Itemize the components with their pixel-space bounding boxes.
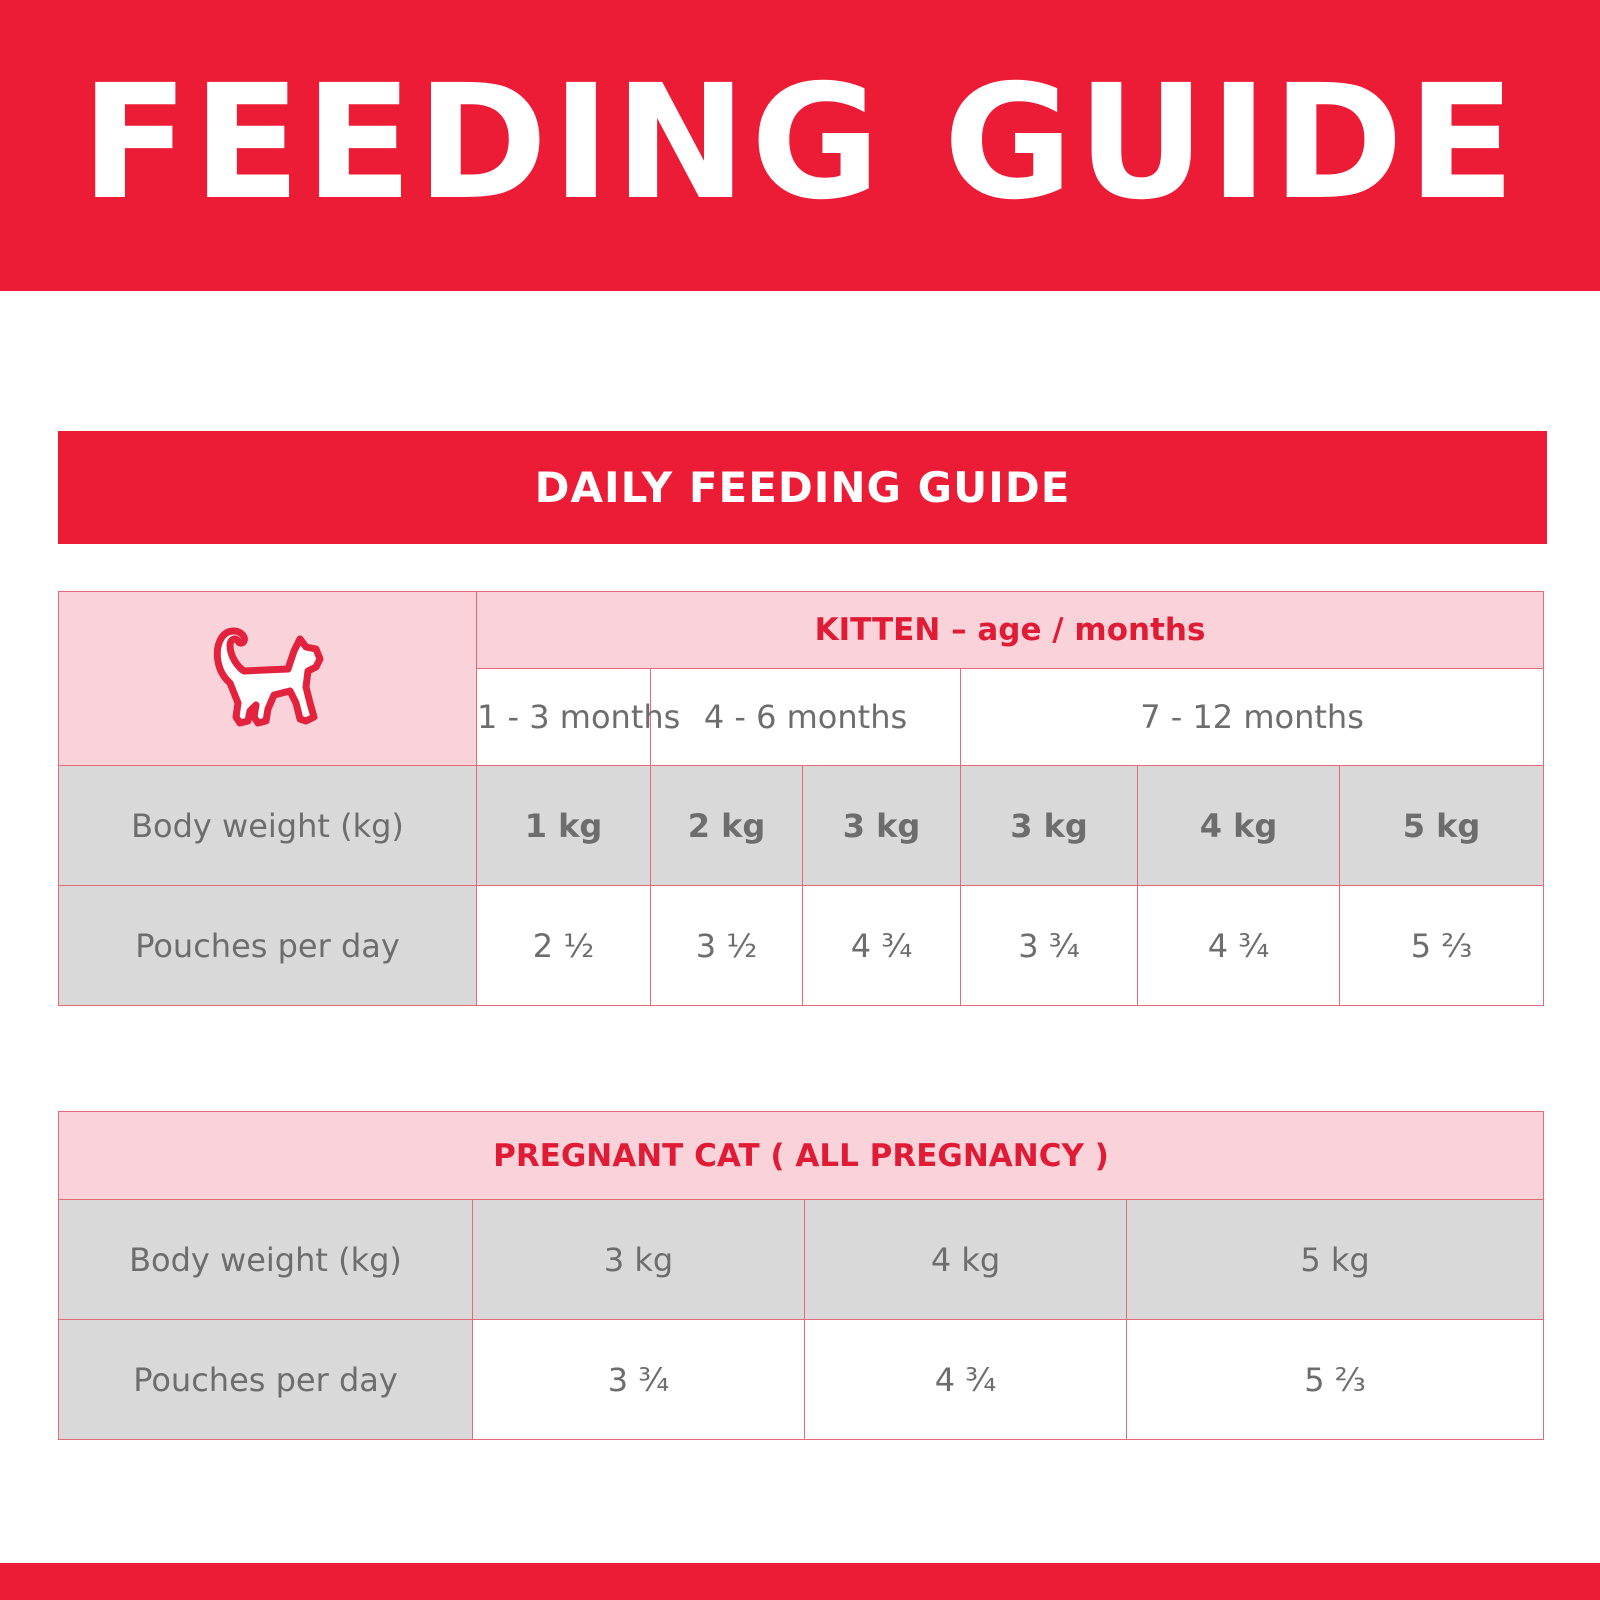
weight-cell: 2 kg [650, 765, 803, 886]
weight-cell: 5 kg [1338, 765, 1545, 886]
weight-cell: 4 kg [804, 1199, 1127, 1320]
pouches-cell: 2 ½ [476, 885, 651, 1006]
body-weight-label: Body weight (kg) [58, 765, 477, 886]
top-banner: FEEDING GUIDE [0, 0, 1600, 291]
age-group-1-3: 1 - 3 months [476, 668, 680, 766]
section-header: DAILY FEEDING GUIDE [58, 431, 1547, 544]
weight-cell: 3 kg [960, 765, 1138, 886]
weight-cell: 4 kg [1137, 765, 1340, 886]
pouches-label: Pouches per day [58, 885, 477, 1006]
age-group-7-12: 7 - 12 months [959, 668, 1545, 766]
pouches-cell: 3 ½ [650, 885, 803, 1006]
page-title: FEEDING GUIDE [80, 50, 1520, 235]
weight-cell: 1 kg [476, 765, 651, 886]
age-group-4-6: 4 - 6 months [650, 668, 961, 766]
body-weight-label: Body weight (kg) [58, 1199, 473, 1320]
pouches-cell: 4 ¾ [804, 1319, 1127, 1440]
cat-icon-cell [58, 591, 477, 766]
bottom-bar [0, 1563, 1600, 1600]
weight-cell: 3 kg [472, 1199, 805, 1320]
section-title: DAILY FEEDING GUIDE [534, 463, 1071, 512]
pouches-cell: 5 ⅔ [1126, 1319, 1544, 1440]
pouches-cell: 4 ¾ [802, 885, 961, 1006]
pouches-cell: 5 ⅔ [1338, 885, 1545, 1006]
pregnant-feeding-table: PREGNANT CAT ( ALL PREGNANCY ) Body weig… [58, 1111, 1544, 1440]
kitten-feeding-table: KITTEN – age / months 1 - 3 months 4 - 6… [58, 591, 1545, 1006]
pouches-cell: 3 ¾ [472, 1319, 805, 1440]
cat-icon [213, 627, 323, 726]
pouches-label: Pouches per day [58, 1319, 473, 1440]
weight-cell: 3 kg [802, 765, 961, 886]
pouches-cell: 4 ¾ [1137, 885, 1340, 1006]
kitten-header: KITTEN – age / months [475, 591, 1545, 669]
pouches-cell: 3 ¾ [960, 885, 1138, 1006]
weight-cell: 5 kg [1126, 1199, 1544, 1320]
pregnant-header: PREGNANT CAT ( ALL PREGNANCY ) [58, 1111, 1544, 1200]
